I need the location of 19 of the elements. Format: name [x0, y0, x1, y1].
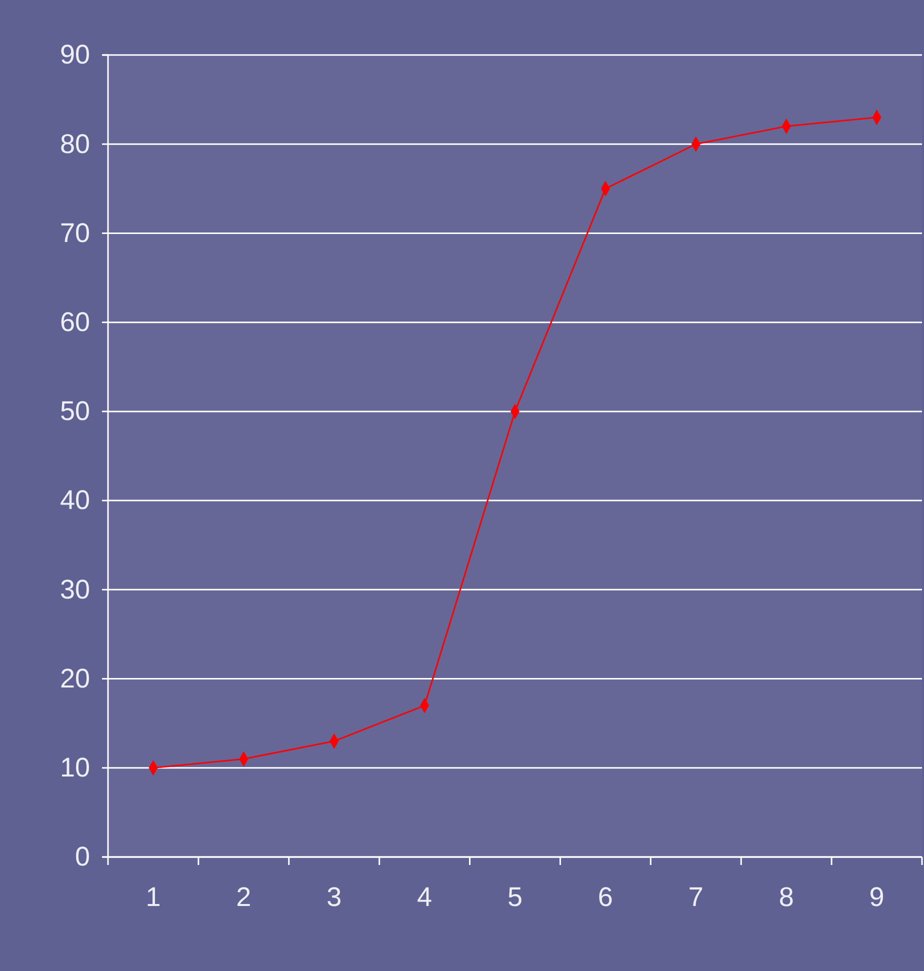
y-tick-label: 10 — [60, 752, 90, 783]
y-tick-label: 60 — [60, 306, 90, 337]
x-tick-label: 7 — [688, 882, 704, 912]
x-tick-label: 9 — [869, 882, 884, 912]
y-tick-label: 50 — [60, 396, 90, 426]
y-tick-label: 80 — [60, 128, 90, 159]
x-tick-label: 1 — [146, 882, 161, 912]
x-tick-label: 3 — [326, 882, 342, 912]
x-tick-label: 5 — [507, 882, 523, 912]
x-tick-label: 4 — [417, 882, 432, 912]
y-tick-label: 20 — [60, 663, 90, 694]
y-tick-label: 0 — [74, 842, 90, 872]
x-tick-label: 8 — [778, 882, 794, 912]
x-tick-label: 2 — [236, 882, 252, 912]
y-tick-label: 90 — [60, 40, 90, 70]
y-tick-label: 70 — [60, 218, 90, 248]
y-tick-label: 30 — [60, 574, 90, 604]
y-tick-label: 40 — [60, 485, 90, 516]
x-tick-label: 6 — [598, 882, 613, 912]
